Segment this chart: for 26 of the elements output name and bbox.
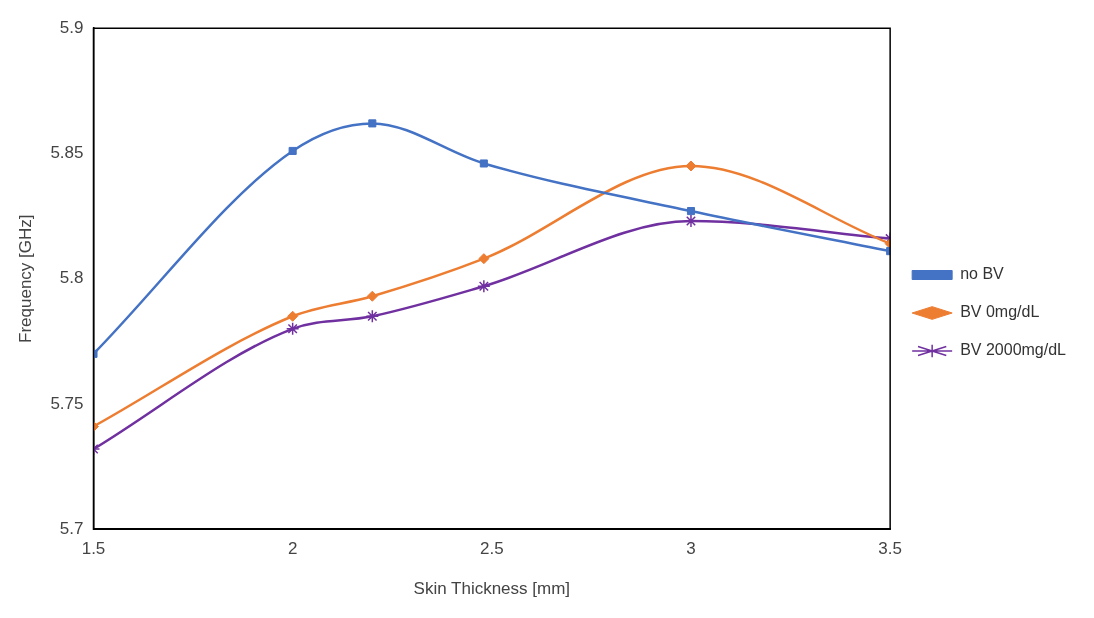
point: [478, 253, 490, 265]
y-tick-label: 5.9: [59, 17, 84, 37]
legend-label: BV 0mg/dL: [960, 303, 1040, 321]
point: [288, 146, 297, 155]
y-tick-label: 5.7: [59, 518, 84, 538]
y-axis-title: Frequency [GHz]: [15, 214, 35, 343]
point: [285, 322, 300, 336]
x-axis-title: Skin Thickness [mm]: [413, 579, 571, 599]
point: [365, 309, 380, 324]
x-tick-label: 2.5: [480, 539, 504, 559]
x-tick-label: 1.5: [81, 539, 106, 559]
y-tick-label: 5.8: [59, 268, 84, 288]
point: [368, 119, 377, 128]
x-tick-label: 3.5: [878, 539, 902, 559]
y-tick-label: 5.75: [50, 393, 84, 413]
point: [479, 159, 488, 168]
point: [686, 207, 696, 216]
point: [477, 279, 491, 293]
legend-label: BV 2000mg/dL: [960, 341, 1067, 359]
legend-label: no BV: [960, 265, 1005, 283]
y-tick-label: 5.85: [50, 143, 84, 163]
point: [684, 214, 698, 228]
point: [287, 310, 299, 322]
point: [366, 290, 378, 302]
x-tick-label: 3: [686, 539, 696, 559]
x-tick-label: 2: [287, 539, 298, 559]
